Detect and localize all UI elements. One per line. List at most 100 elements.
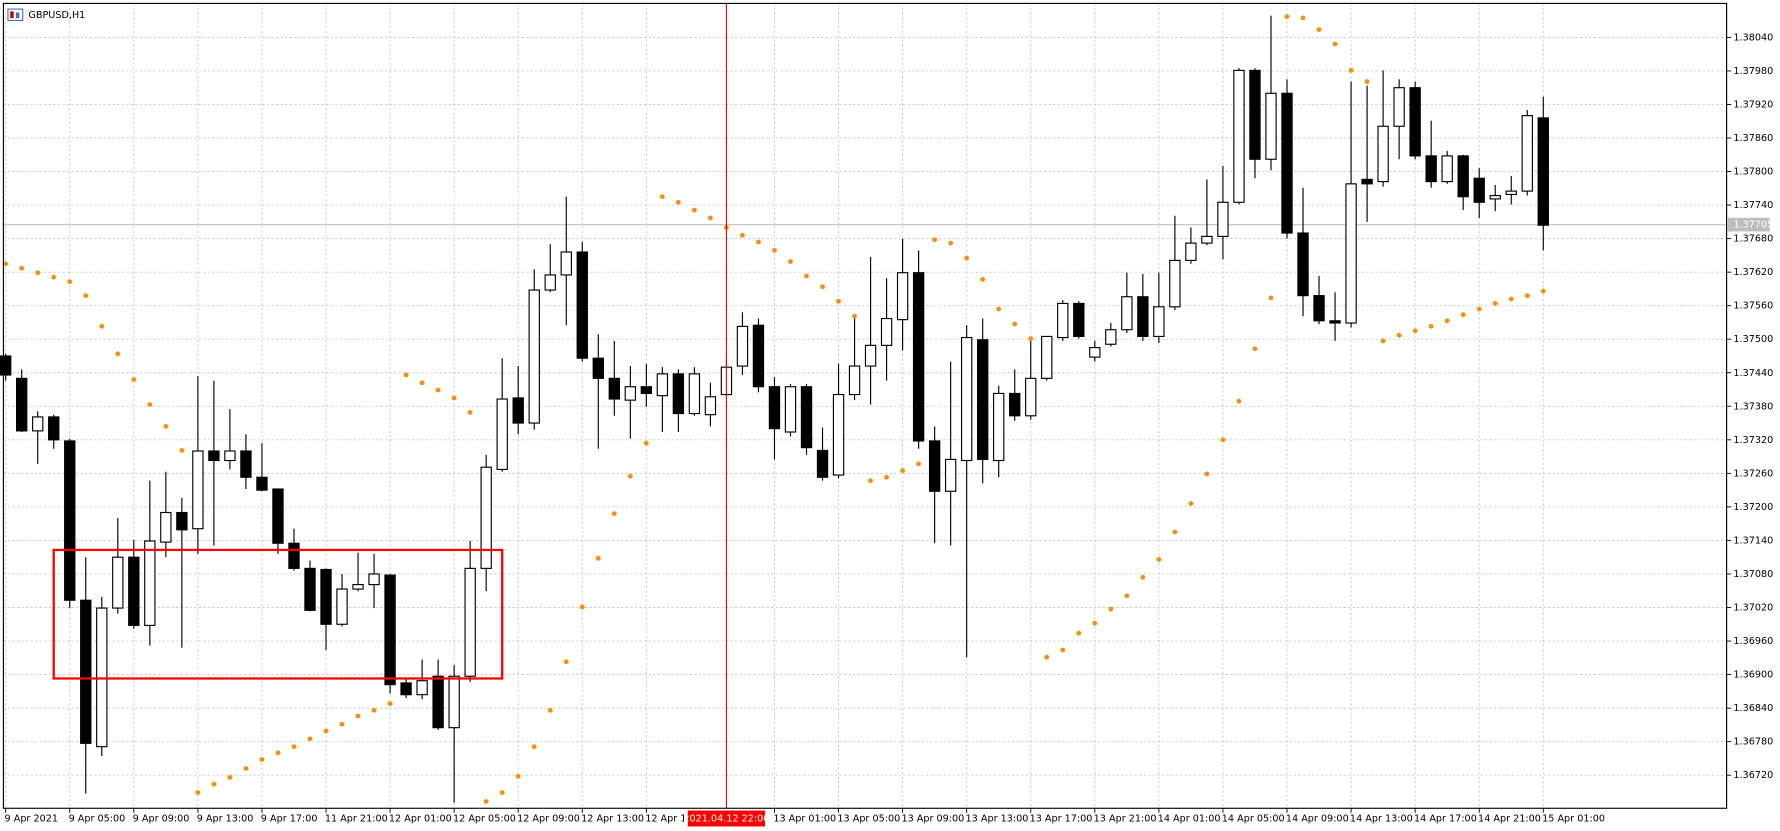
y-tick-label: 1.37080: [1733, 569, 1773, 580]
sar-dot: [804, 273, 809, 279]
x-tick-label: 12 Apr 17:00: [645, 813, 708, 824]
sar-dot: [1476, 306, 1482, 312]
x-tick-label: 13 Apr 09:00: [901, 813, 964, 824]
sar-dot: [1300, 15, 1306, 21]
sar-dot: [115, 351, 121, 357]
candle-body: [496, 398, 508, 471]
sar-dot: [611, 511, 617, 516]
sar-dot: [403, 372, 409, 378]
sar-dot: [211, 781, 217, 787]
candle-body: [1249, 69, 1261, 160]
x-tick-label: 12 Apr 13:00: [581, 813, 644, 824]
sar-dot: [307, 736, 313, 742]
candle-body: [1537, 117, 1549, 226]
candle-body: [1265, 92, 1277, 160]
candle-body: [432, 675, 444, 729]
candle-body: [256, 476, 268, 491]
y-tick-label: 1.37740: [1733, 200, 1773, 211]
candle-body: [1409, 87, 1421, 157]
sar-dot: [1428, 323, 1434, 329]
candle-body: [1297, 232, 1309, 297]
candle-body: [352, 584, 364, 590]
y-tick-label: 1.36720: [1733, 770, 1773, 781]
cursor-label: 2021.04.12 22:00: [683, 813, 769, 824]
candle-body: [880, 317, 893, 346]
candle-body: [768, 386, 781, 430]
sar-dot: [740, 232, 745, 238]
candle-body: [288, 542, 300, 569]
candle-body: [928, 440, 941, 492]
candle-body: [608, 377, 620, 400]
sar-dot: [1364, 79, 1370, 84]
y-tick-label: 1.36840: [1733, 703, 1773, 714]
candle-body: [1025, 377, 1037, 417]
candle-body: [224, 450, 236, 462]
last-price-box: [1727, 217, 1770, 232]
candle-body: [1505, 190, 1517, 196]
sar-dot: [1140, 574, 1146, 580]
candle-body: [1313, 295, 1325, 322]
sar-dot: [195, 790, 201, 795]
sar-dot: [1076, 630, 1082, 636]
sar-dot: [547, 707, 553, 713]
candle-body: [1281, 92, 1293, 234]
x-tick-label: 9 Apr 17:00: [261, 813, 318, 824]
sar-dot: [419, 380, 425, 386]
candle-body: [977, 339, 989, 460]
sar-dot: [884, 474, 889, 480]
x-tick-label: 12 Apr 05:00: [453, 813, 516, 824]
sar-dot: [1012, 321, 1018, 327]
candle-body: [368, 573, 380, 586]
candle-body: [1329, 320, 1341, 324]
sar-dot: [820, 284, 825, 290]
candle-body: [1361, 178, 1373, 185]
candle-body: [864, 344, 877, 367]
sar-dot: [67, 279, 73, 285]
sar-dot: [852, 313, 857, 319]
y-tick-label: 1.36960: [1733, 636, 1773, 647]
candle-body: [993, 392, 1005, 462]
sar-dot: [1380, 338, 1386, 344]
sar-dot: [323, 728, 329, 734]
sar-dot: [1396, 332, 1402, 338]
sar-dot: [1108, 606, 1114, 612]
candle-body: [1121, 296, 1133, 331]
candle-body: [912, 272, 925, 442]
sar-dot: [163, 424, 169, 429]
sar-dot: [1444, 318, 1450, 324]
candle-body: [480, 466, 492, 569]
sar-dot: [1252, 346, 1258, 352]
x-tick-label: 14 Apr 17:00: [1414, 813, 1477, 824]
sar-dot: [131, 377, 137, 382]
candle-body: [1393, 87, 1405, 127]
x-tick-label: 14 Apr 09:00: [1286, 813, 1349, 824]
candle-body: [688, 373, 701, 415]
sar-dot: [1284, 14, 1290, 20]
sar-dot: [1044, 654, 1050, 660]
candle-body: [0, 355, 12, 376]
y-tick-label: 1.37560: [1733, 301, 1773, 312]
highlight-box: [52, 548, 504, 680]
sar-dot: [595, 555, 601, 561]
sar-dot: [35, 270, 41, 276]
sar-dot: [756, 239, 761, 245]
candle-body: [1185, 242, 1197, 261]
x-tick-label: 14 Apr 01:00: [1158, 813, 1221, 824]
candle-body: [336, 588, 348, 625]
candle-body: [1425, 155, 1437, 183]
candle-body: [1041, 335, 1053, 379]
sar-dot: [772, 247, 777, 253]
candle-body: [528, 289, 540, 424]
candle-body: [544, 274, 556, 291]
sar-dot: [916, 461, 922, 467]
sar-dot: [275, 750, 281, 756]
candle-body: [1057, 302, 1069, 339]
sar-dot: [339, 721, 345, 727]
x-tick-label: 14 Apr 13:00: [1350, 813, 1413, 824]
candle-body: [1105, 329, 1117, 345]
candle-body: [1089, 347, 1101, 358]
candle-body: [1377, 125, 1389, 183]
